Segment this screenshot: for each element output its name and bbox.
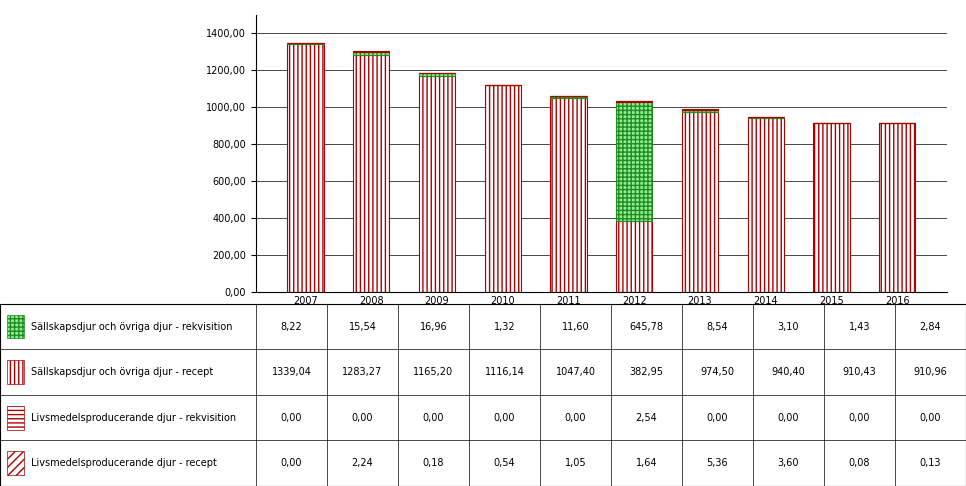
Bar <box>7 451 24 475</box>
Text: 3,10: 3,10 <box>778 322 799 331</box>
Bar <box>682 109 718 110</box>
Bar <box>748 117 783 118</box>
Text: Sällskapsdjur och övriga djur - rekvisition: Sällskapsdjur och övriga djur - rekvisit… <box>31 322 233 331</box>
Bar <box>485 86 521 292</box>
Text: 0,00: 0,00 <box>565 413 586 423</box>
Bar <box>551 98 586 292</box>
Text: Livsmedelsproducerande djur - recept: Livsmedelsproducerande djur - recept <box>31 458 216 468</box>
Bar <box>748 118 783 292</box>
Bar <box>682 110 718 112</box>
Text: 0,00: 0,00 <box>352 413 373 423</box>
Text: 910,96: 910,96 <box>914 367 948 377</box>
Text: Livsmedelsproducerande djur - rekvisition: Livsmedelsproducerande djur - rekvisitio… <box>31 413 236 423</box>
Bar <box>288 44 324 292</box>
Text: 0,00: 0,00 <box>281 458 302 468</box>
Text: 11,60: 11,60 <box>561 322 589 331</box>
Bar <box>813 123 849 292</box>
Text: 1,64: 1,64 <box>636 458 657 468</box>
Text: 2,54: 2,54 <box>636 413 658 423</box>
Bar <box>7 315 24 338</box>
Text: 0,13: 0,13 <box>920 458 941 468</box>
Text: 8,22: 8,22 <box>280 322 302 331</box>
Text: 0,00: 0,00 <box>423 413 444 423</box>
Text: 15,54: 15,54 <box>349 322 377 331</box>
Text: 0,08: 0,08 <box>849 458 870 468</box>
Text: 1,32: 1,32 <box>494 322 515 331</box>
Text: 1,05: 1,05 <box>565 458 586 468</box>
Text: 1283,27: 1283,27 <box>342 367 383 377</box>
Bar <box>419 76 455 292</box>
Text: 5,36: 5,36 <box>707 458 728 468</box>
Text: 910,43: 910,43 <box>842 367 876 377</box>
Bar <box>551 96 586 98</box>
Bar <box>354 54 389 292</box>
Text: 3,60: 3,60 <box>778 458 799 468</box>
Text: 1047,40: 1047,40 <box>555 367 595 377</box>
Text: 1165,20: 1165,20 <box>413 367 454 377</box>
Text: 2,24: 2,24 <box>352 458 374 468</box>
Text: Sällskapsdjur och övriga djur - recept: Sällskapsdjur och övriga djur - recept <box>31 367 213 377</box>
Text: 16,96: 16,96 <box>419 322 447 331</box>
Text: 382,95: 382,95 <box>630 367 664 377</box>
Bar <box>288 43 324 44</box>
Text: 2,84: 2,84 <box>920 322 941 331</box>
Text: 8,54: 8,54 <box>707 322 728 331</box>
Text: 1116,14: 1116,14 <box>485 367 525 377</box>
Text: 645,78: 645,78 <box>630 322 664 331</box>
Bar <box>7 360 24 384</box>
Text: 1,43: 1,43 <box>849 322 870 331</box>
Text: 0,54: 0,54 <box>494 458 515 468</box>
Text: 0,00: 0,00 <box>920 413 941 423</box>
Text: 0,00: 0,00 <box>494 413 515 423</box>
Text: 0,00: 0,00 <box>707 413 728 423</box>
Text: 0,00: 0,00 <box>778 413 799 423</box>
Bar <box>354 52 389 54</box>
Bar <box>682 112 718 292</box>
Bar <box>879 123 916 292</box>
Text: 0,00: 0,00 <box>849 413 870 423</box>
Text: 0,18: 0,18 <box>423 458 444 468</box>
Text: 1339,04: 1339,04 <box>271 367 311 377</box>
Text: 940,40: 940,40 <box>772 367 806 377</box>
Text: 974,50: 974,50 <box>700 367 734 377</box>
Text: 0,00: 0,00 <box>281 413 302 423</box>
Bar <box>7 406 24 430</box>
Bar <box>616 102 652 221</box>
Bar <box>616 221 652 292</box>
Bar <box>419 73 455 76</box>
